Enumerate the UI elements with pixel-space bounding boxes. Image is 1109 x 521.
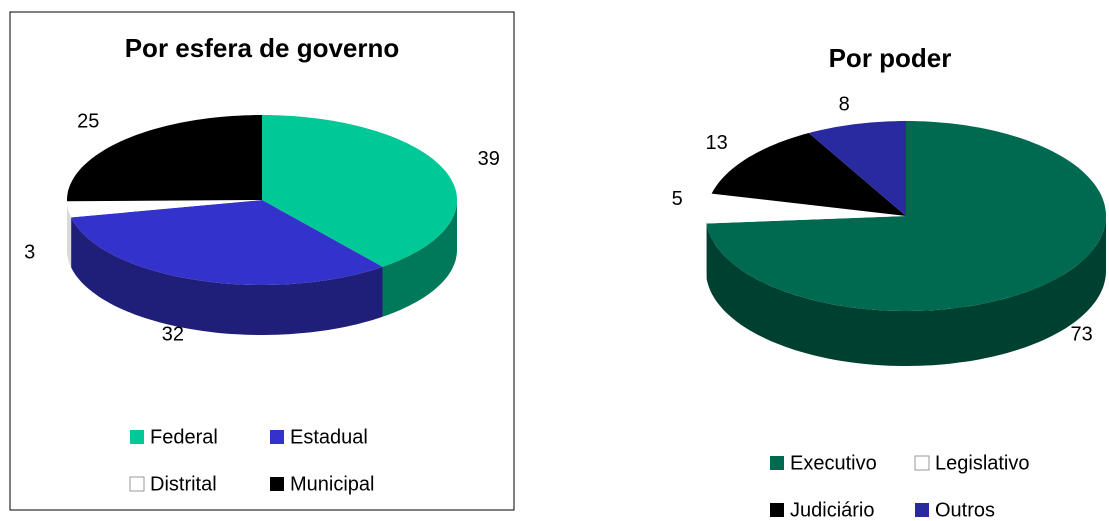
slice bbox=[706, 193, 906, 224]
legend-swatch bbox=[270, 477, 284, 491]
legend-label: Outros bbox=[935, 499, 995, 521]
data-label: 25 bbox=[77, 111, 99, 133]
data-label: 8 bbox=[839, 93, 850, 115]
slice bbox=[706, 121, 1106, 311]
legend-swatch bbox=[129, 476, 145, 492]
data-label: 73 bbox=[1071, 323, 1093, 345]
chart-title: Por poder bbox=[829, 43, 952, 73]
data-label: 5 bbox=[672, 188, 683, 210]
slice bbox=[262, 115, 457, 267]
legend-swatch bbox=[770, 503, 784, 517]
data-label: 39 bbox=[478, 148, 500, 170]
legend-label: Judiciário bbox=[790, 499, 874, 521]
legend-swatch bbox=[130, 430, 144, 444]
legend-label: Distrital bbox=[150, 473, 217, 495]
slice bbox=[71, 200, 383, 285]
legend-label: Municipal bbox=[290, 473, 374, 495]
slice bbox=[808, 121, 906, 216]
slice-side bbox=[67, 201, 72, 268]
slice bbox=[67, 200, 262, 218]
legend-swatch bbox=[915, 503, 929, 517]
legend-label: Executivo bbox=[790, 452, 877, 474]
legend-label: Estadual bbox=[290, 426, 368, 448]
chart-title: Por esfera de governo bbox=[125, 33, 400, 63]
slice-side bbox=[71, 217, 383, 335]
slice-side bbox=[706, 216, 1106, 366]
slice-side bbox=[382, 200, 457, 317]
slice-side bbox=[706, 216, 707, 279]
legend-label: Legislativo bbox=[935, 452, 1030, 474]
slice bbox=[67, 115, 262, 202]
legend-swatch bbox=[914, 455, 930, 471]
legend-label: Federal bbox=[150, 426, 218, 448]
slice bbox=[711, 133, 906, 216]
data-label: 13 bbox=[705, 132, 727, 154]
legend-swatch bbox=[270, 430, 284, 444]
legend-swatch bbox=[770, 456, 784, 470]
data-label: 3 bbox=[24, 241, 35, 263]
data-label: 32 bbox=[162, 324, 184, 346]
